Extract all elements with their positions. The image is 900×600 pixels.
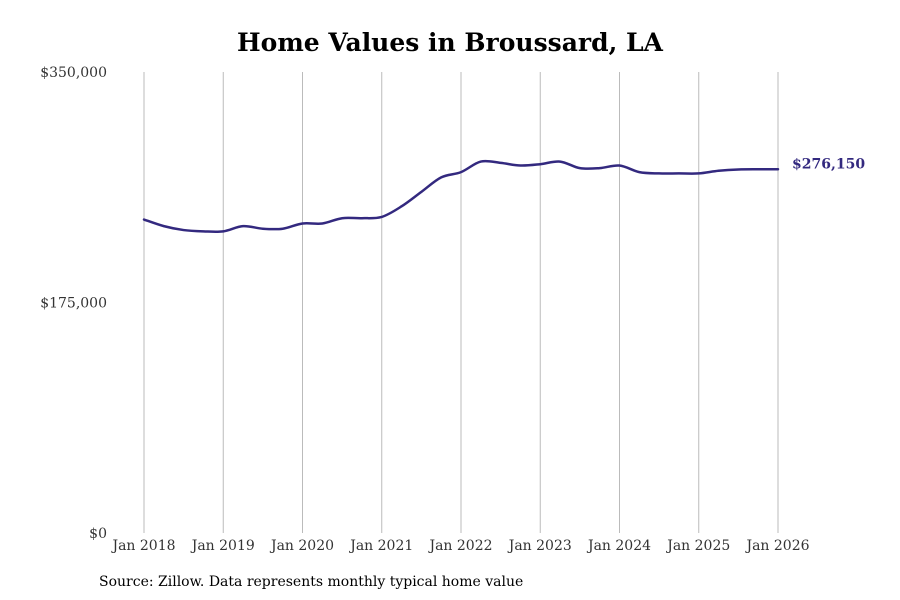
y-tick-label: $175,000 bbox=[40, 296, 107, 312]
x-tick-label: Jan 2023 bbox=[507, 538, 572, 554]
x-tick-label: Jan 2021 bbox=[348, 538, 413, 554]
x-tick-label: Jan 2026 bbox=[744, 538, 809, 554]
x-tick-label: Jan 2022 bbox=[427, 538, 492, 554]
x-tick-label: Jan 2025 bbox=[665, 538, 730, 554]
y-tick-label: $0 bbox=[89, 526, 107, 542]
y-axis-ticks: $0 $175,000 $350,000 bbox=[40, 65, 107, 542]
x-tick-label: Jan 2024 bbox=[586, 538, 651, 554]
source-note: Source: Zillow. Data represents monthly … bbox=[99, 574, 524, 590]
grid-lines bbox=[143, 72, 779, 533]
y-tick-label: $350,000 bbox=[40, 65, 107, 81]
series-line-home-value bbox=[142, 159, 780, 234]
x-tick-label: Jan 2019 bbox=[190, 538, 255, 554]
end-value-label: $276,150 bbox=[792, 156, 865, 172]
x-tick-label: Jan 2020 bbox=[269, 538, 334, 554]
x-axis-ticks: Jan 2018 Jan 2019 Jan 2020 Jan 2021 Jan 2022… bbox=[110, 538, 809, 554]
x-tick-label: Jan 2018 bbox=[110, 538, 175, 554]
chart-title: Home Values in Broussard, LA bbox=[237, 28, 663, 57]
